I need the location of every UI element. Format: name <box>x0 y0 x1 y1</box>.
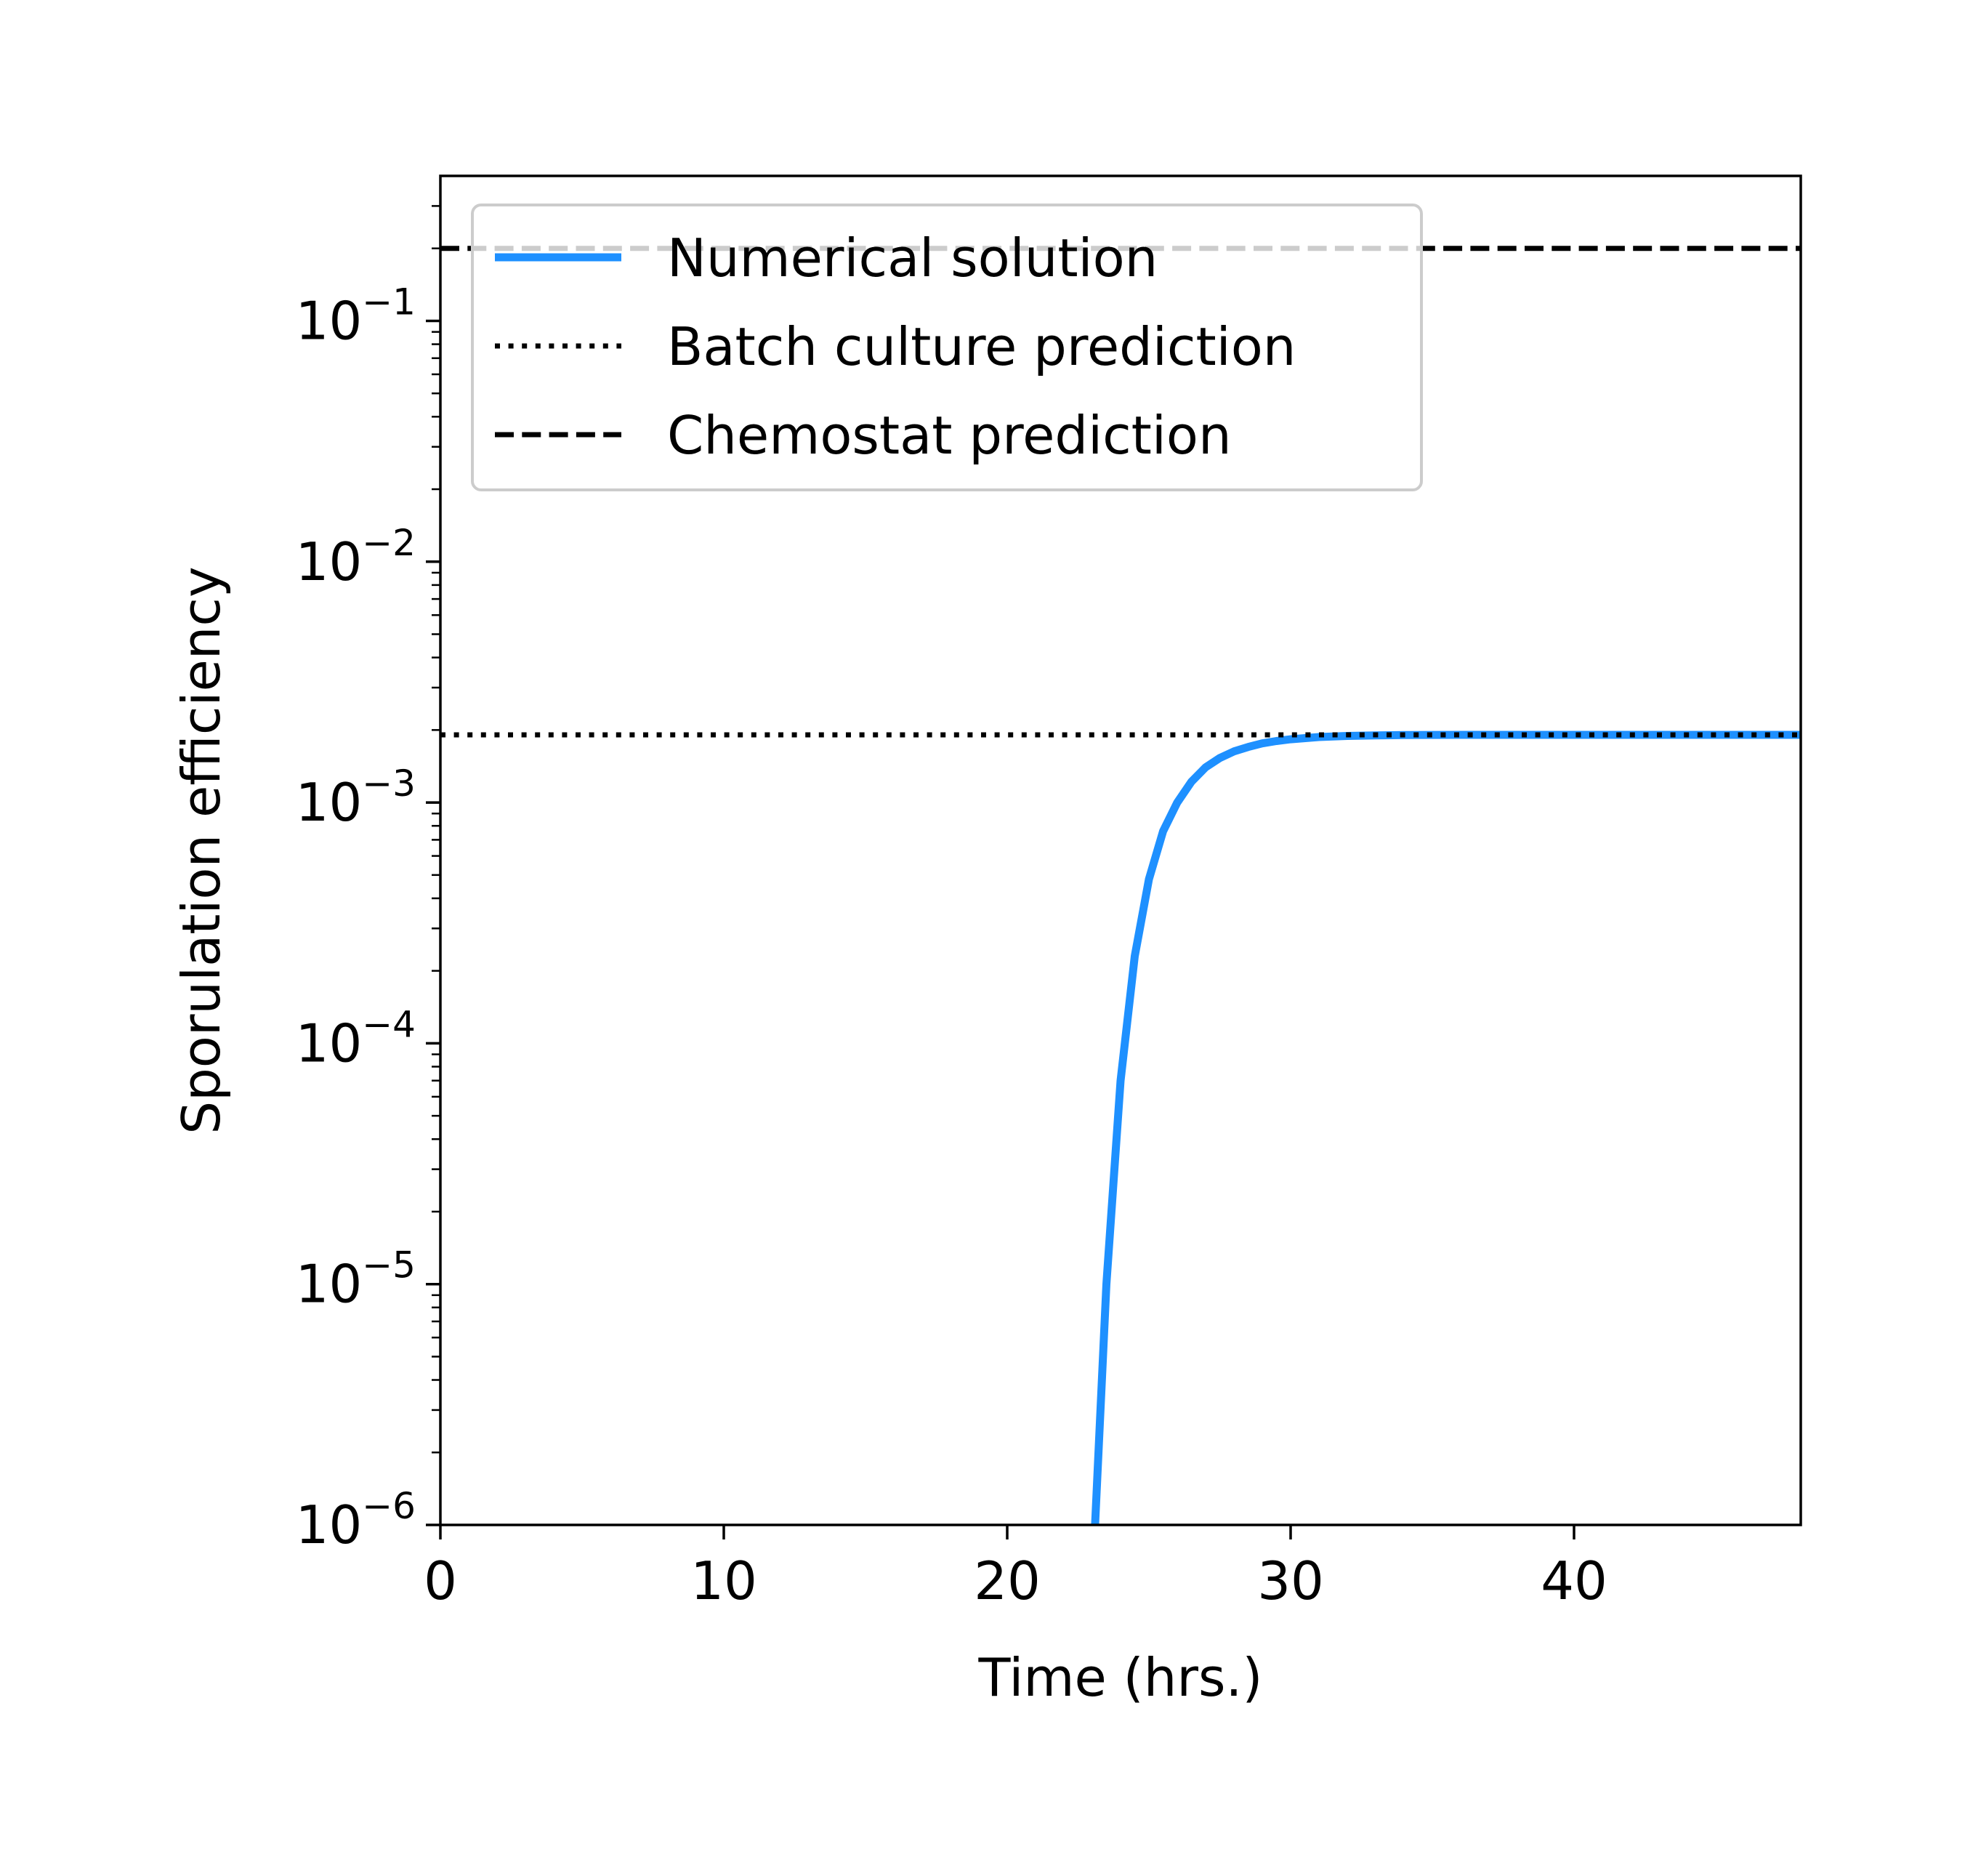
x-tick-label: 20 <box>974 1550 1041 1611</box>
legend-entry-label: Batch culture prediction <box>667 316 1296 377</box>
x-tick-label: 30 <box>1257 1550 1324 1611</box>
legend-entry-label: Numerical solution <box>667 228 1158 289</box>
y-tick-label: 10−6 <box>296 1485 416 1555</box>
legend-entry-label: Chemostat prediction <box>667 405 1232 466</box>
y-tick-label: 10−5 <box>296 1244 416 1315</box>
y-tick-label: 10−2 <box>296 522 416 592</box>
y-tick-label: 10−1 <box>296 281 416 351</box>
x-tick-label: 10 <box>690 1550 757 1611</box>
y-tick-label: 10−3 <box>296 762 416 833</box>
legend-box <box>471 204 1423 491</box>
x-tick-label: 0 <box>424 1550 457 1611</box>
series-line-solid <box>1091 730 1801 1525</box>
axes-frame <box>439 174 1802 1526</box>
x-tick-label: 40 <box>1541 1550 1607 1611</box>
y-tick-label: 10−4 <box>296 1003 416 1074</box>
legend: Numerical solution Batch culture predicti… <box>471 204 1423 491</box>
y-axis-label: Sporulation efficiency <box>171 566 232 1134</box>
x-axis-label: Time (hrs.) <box>978 1647 1263 1708</box>
axes: 0 10 20 30 40 10−6 10−5 10−4 10−3 10−2 10−1 <box>296 174 1802 1611</box>
